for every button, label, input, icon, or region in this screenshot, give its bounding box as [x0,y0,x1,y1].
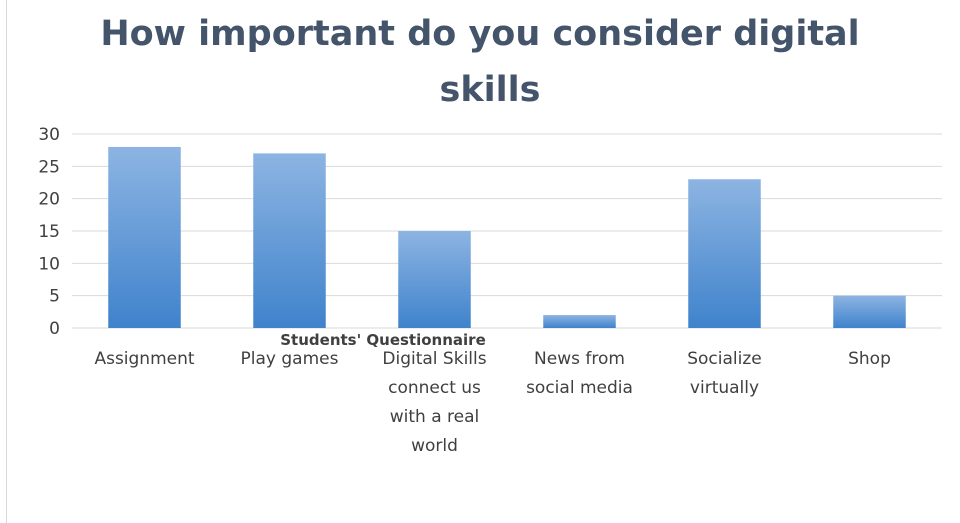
bar [108,146,181,328]
y-tick-label: 0 [49,319,60,339]
chart-frame [6,0,959,523]
x-category-label: News from [534,349,625,369]
chart-title-line-1: How important do you consider digital [100,14,860,54]
bar [688,179,761,328]
y-tick-label: 25 [38,157,60,177]
bars [108,146,906,328]
x-category-label: world [411,436,458,456]
x-category-label: Socialize [687,349,762,369]
x-category-label: virtually [690,378,759,398]
chart-title: How important do you consider digital sk… [0,6,960,118]
x-axis-categories: Assignment Play games Digital Skills connec… [94,349,890,456]
y-tick-label: 30 [38,125,60,145]
x-axis-title: Students' Questionnaire [280,331,486,349]
y-tick-label: 15 [38,222,60,242]
bar [833,295,906,328]
y-axis-ticks: 0 5 10 15 20 25 30 [38,125,60,339]
x-category-label: connect us [388,378,481,398]
y-tick-label: 10 [38,254,60,274]
bar [253,153,326,328]
y-tick-label: 5 [49,287,60,307]
x-category-label: Shop [848,349,891,369]
gridlines [72,133,942,329]
x-category-label: with a real [390,407,480,427]
x-category-label: Assignment [94,349,194,369]
x-category-label: Play games [241,349,339,369]
bar [398,231,471,328]
y-tick-label: 20 [38,190,60,210]
chart-title-line-2: skills [439,70,541,110]
x-category-label: social media [526,378,633,398]
bar [543,315,616,328]
x-category-label: Digital Skills [382,349,486,369]
